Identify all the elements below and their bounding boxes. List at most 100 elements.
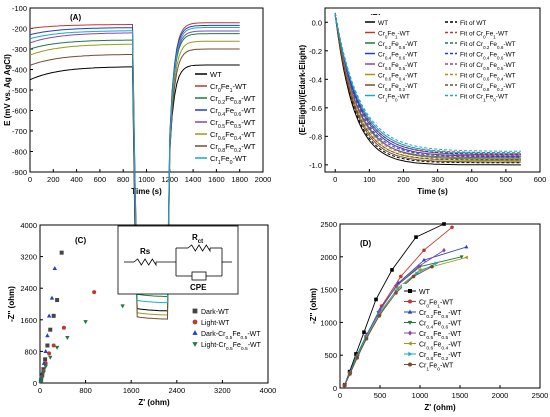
data-point <box>450 225 454 230</box>
legend-label: WT <box>210 70 222 79</box>
plot-frame <box>339 223 541 389</box>
y-tick-label: 0 <box>33 379 37 388</box>
y-tick-label: -0.8 <box>309 132 322 141</box>
x-tick-label: 500 <box>374 391 387 400</box>
legend-marker <box>408 299 412 304</box>
y-tick-label: 500 <box>324 351 337 360</box>
series-line-WT <box>334 15 521 166</box>
x-tick-label: 0 <box>38 386 42 395</box>
fit-line-Cr0.5Fe0.5-WT <box>334 12 521 157</box>
legend-label: Light-WT <box>201 320 230 327</box>
legend-label: Cr0Fe1-WT <box>210 82 247 94</box>
y-tick-label: -0.6 <box>309 104 322 113</box>
legend-label: Cr0.2Fe0.8-WT <box>378 41 417 50</box>
y-axis-label: E (mV vs. Ag AgCl) <box>3 54 12 126</box>
x-tick-label: 500 <box>500 175 513 184</box>
legend-marker <box>407 341 412 346</box>
data-point <box>414 235 418 239</box>
fit-line-Cr0.8Fe0.2-WT <box>334 12 521 161</box>
data-point <box>362 330 366 335</box>
legend-label: Cr0Fe1-WT <box>378 31 410 40</box>
y-tick-label: 1500 <box>320 286 337 295</box>
data-point <box>442 222 446 226</box>
panel-title: (C) <box>75 236 86 245</box>
data-point <box>61 325 66 330</box>
panel-title: (D) <box>360 239 371 248</box>
x-tick-label: 800 <box>117 175 130 184</box>
data-point <box>416 264 421 269</box>
data-point <box>395 283 399 289</box>
x-tick-label: 800 <box>79 386 92 395</box>
legend-label: Cr0.6Fe0.4-WT <box>210 130 256 142</box>
data-point <box>399 274 403 279</box>
legend-label: Cr0.5Fe0.5-WT <box>210 118 256 130</box>
data-point <box>464 244 469 249</box>
y-tick-label: 2500 <box>320 220 337 229</box>
plot-frame <box>324 7 541 173</box>
data-point <box>422 248 426 253</box>
fit-line-Cr1Fe0-WT <box>334 12 521 152</box>
data-point <box>83 320 88 325</box>
circuit-label-rct: Rct <box>192 233 203 245</box>
x-tick-label: 3200 <box>214 386 231 395</box>
resistor <box>133 258 157 267</box>
data-point <box>52 266 58 271</box>
data-point <box>43 357 48 362</box>
data-point <box>422 257 426 262</box>
legend-label: Cr0.8Fe0.2-WT <box>419 352 462 362</box>
y-tick-label: -200 <box>12 25 27 34</box>
data-point <box>46 313 52 318</box>
y-tick-label: 0 <box>333 384 337 393</box>
data-point <box>354 352 358 356</box>
x-tick-label: 2000 <box>255 175 272 184</box>
y-tick-label: -800 <box>12 148 27 157</box>
legend-label: Cr0.8Fe0.2-WT <box>210 142 256 154</box>
x-tick-label: 1600 <box>208 175 225 184</box>
data-point <box>430 264 434 269</box>
x-tick-label: 0 <box>333 175 337 184</box>
data-point <box>43 349 48 353</box>
data-point <box>348 372 352 376</box>
legend-label: Cr0.2Fe0.8-WT <box>419 310 462 320</box>
data-point <box>120 304 125 309</box>
data-point <box>54 345 60 350</box>
series-line-Cr1Fe0-WT <box>343 266 433 386</box>
panel-c: 0 800 1600 2400 3200 4000 0 800 1600 2400 3200 4000… <box>7 221 276 407</box>
x-axis-label: Time (s) <box>417 187 448 196</box>
panel-d: 0 500 1000 1500 2000 2500 0 500 1000 1500 2000 2500… <box>309 220 548 412</box>
legend-label: Fit of Cr0.2Fe0.8-WT <box>460 41 516 50</box>
legend-label: Cr0Fe1-WT <box>419 300 454 310</box>
series-line-Cr0.8Fe0.2-WT <box>29 48 240 320</box>
x-tick-label: 400 <box>465 175 478 184</box>
legend-label: Dark-WT <box>201 309 230 316</box>
y-tick-label: -400 <box>12 66 27 75</box>
y-tick-label: -0.4 <box>309 75 322 84</box>
legend-marker <box>192 308 198 314</box>
series-line-Cr0Fe1-WT <box>334 15 521 156</box>
data-point <box>55 298 60 303</box>
data-point <box>38 379 44 384</box>
legend-label: Cr0.4Fe0.6-WT <box>378 52 417 61</box>
data-point <box>434 261 439 266</box>
legend-label: Light-Cr0.5Fe0.5-WT <box>201 342 262 352</box>
legend-label: Fit of Cr0.6Fe0.4-WT <box>460 73 516 82</box>
plot-frame <box>39 224 269 384</box>
series-line-Cr1Fe0-WT <box>334 15 521 154</box>
legend-label: Fit of WT <box>460 20 486 27</box>
y-tick-label: -500 <box>12 86 27 95</box>
data-point <box>394 291 398 295</box>
data-point <box>59 250 64 255</box>
x-tick-label: 1400 <box>185 175 202 184</box>
x-tick-label: 200 <box>397 175 410 184</box>
data-point <box>41 371 46 376</box>
data-point <box>51 343 56 348</box>
data-point <box>47 351 52 356</box>
data-point <box>411 274 416 279</box>
x-tick-label: 2500 <box>532 391 549 400</box>
x-tick-label: 4000 <box>260 386 277 395</box>
y-tick-label: 2400 <box>20 284 37 293</box>
data-point <box>377 314 382 318</box>
x-tick-label: 300 <box>431 175 444 184</box>
y-tick-label: 3200 <box>20 253 37 262</box>
data-point <box>43 364 48 369</box>
